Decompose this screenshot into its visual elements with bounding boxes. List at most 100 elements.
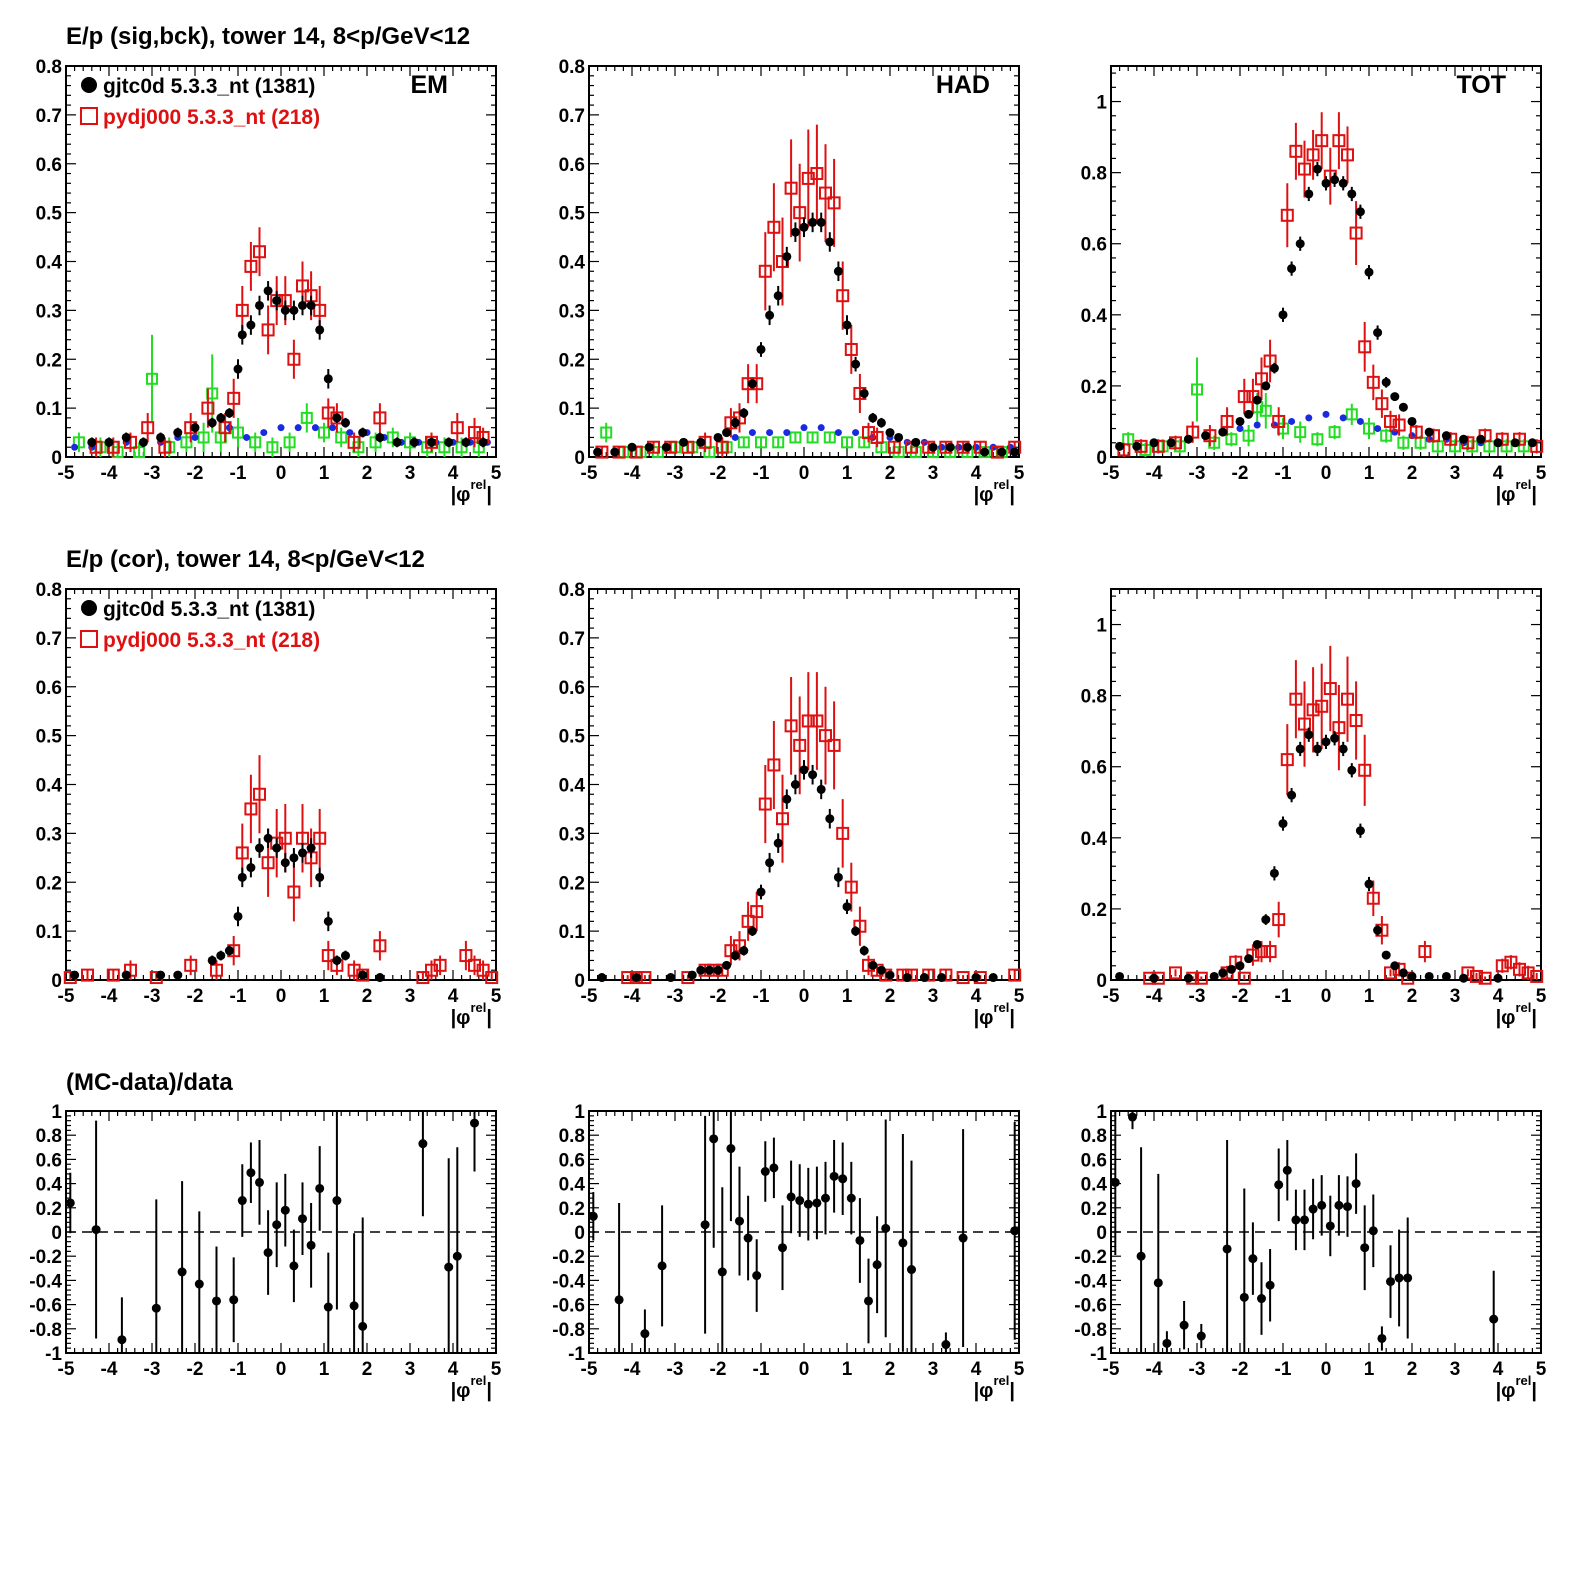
- data-point: [1328, 426, 1341, 439]
- panel-1-2: -5 -4 -3 -2 -1 0 1 2 3 4 5 0 0.2 0.4 0.6 0.8 1 |φrel|: [1081, 588, 1547, 1029]
- data-point: [1272, 414, 1286, 428]
- data-point: [1510, 438, 1520, 448]
- data-point: [1153, 1278, 1163, 1288]
- legend-data-marker: [81, 77, 97, 93]
- data-point: [229, 1295, 239, 1305]
- data-point: [311, 424, 319, 432]
- data-point: [1347, 765, 1357, 775]
- data-point: [1209, 971, 1219, 981]
- y-tick-label: 1: [51, 1102, 62, 1123]
- data-point: [1315, 134, 1329, 148]
- data-point: [803, 1199, 813, 1209]
- data-point: [335, 431, 348, 444]
- y-tick-label: 0.2: [36, 1199, 62, 1220]
- x-tick-label: 2: [362, 463, 373, 484]
- data-point: [1298, 162, 1311, 176]
- data-point: [158, 440, 172, 454]
- data-point: [1280, 208, 1294, 222]
- data-point: [1334, 1200, 1344, 1210]
- x-tick-label: 5: [1014, 463, 1025, 484]
- data-point: [106, 968, 120, 982]
- y-tick-label: 0.4: [36, 1175, 63, 1196]
- data-point: [1289, 144, 1303, 158]
- data-point: [747, 379, 757, 389]
- data-point: [260, 429, 268, 437]
- y-tick-label: 0.8: [36, 580, 62, 601]
- data-point: [855, 1235, 865, 1245]
- x-tick-label: -1: [1275, 463, 1292, 484]
- data-point: [313, 831, 327, 845]
- data-point: [1476, 434, 1486, 444]
- data-point: [1149, 973, 1159, 983]
- data-point: [156, 970, 166, 980]
- data-point: [872, 1260, 882, 1270]
- x-tick-label: 5: [1014, 986, 1025, 1007]
- data-point: [1239, 1292, 1249, 1302]
- panel-label-em: EM: [411, 71, 449, 99]
- x-tick-label: 2: [362, 1359, 373, 1380]
- data-point: [851, 359, 861, 369]
- data-point: [971, 973, 981, 983]
- data-point: [1269, 363, 1279, 373]
- data-point: [1341, 148, 1354, 162]
- data-point: [588, 1211, 598, 1221]
- y-tick-label: 0.6: [559, 678, 585, 699]
- data-point: [841, 436, 853, 449]
- data-point: [1294, 426, 1307, 439]
- x-tick-label: 5: [1536, 986, 1547, 1007]
- data-point: [1358, 340, 1372, 354]
- x-tick-label: 0: [276, 463, 287, 484]
- panel-2-2: -5 -4 -3 -2 -1 0 1 2 3 4 5 -1 -0.8 -0.6 -0.4 -0.2 0 0.2 0.…: [1074, 1102, 1546, 1402]
- data-point: [1424, 427, 1434, 437]
- legend-data-label: gjtc0d 5.3.3_nt (1381): [103, 598, 315, 621]
- data-point: [450, 421, 464, 435]
- data-point: [1236, 425, 1244, 433]
- x-tick-label: 1: [842, 463, 853, 484]
- data-point: [767, 220, 781, 234]
- y-tick-label: 0.4: [559, 776, 586, 797]
- y-tick-label: -0.8: [552, 1320, 585, 1341]
- y-tick-label: 0.4: [559, 1175, 586, 1196]
- y-tick-label: 0.2: [36, 350, 62, 371]
- x-axis-label: |φrel|: [974, 1373, 1015, 1402]
- data-point: [739, 408, 749, 418]
- data-point: [177, 1267, 187, 1277]
- data-point: [1010, 1226, 1020, 1236]
- x-axis-label: |φrel|: [451, 1373, 492, 1402]
- data-point: [907, 1265, 916, 1275]
- data-point: [1424, 971, 1434, 981]
- data-point: [227, 391, 241, 405]
- data-point: [1218, 427, 1228, 437]
- y-tick-label: 0.5: [559, 204, 586, 225]
- data-point: [829, 1171, 839, 1181]
- data-point: [358, 428, 368, 438]
- data-point: [773, 838, 783, 848]
- data-point: [478, 437, 488, 447]
- y-tick-label: 0.2: [559, 873, 585, 894]
- data-point: [91, 1225, 101, 1235]
- y-tick-label: 0.6: [36, 678, 62, 699]
- y-tick-label: 1: [1096, 616, 1107, 637]
- x-tick-label: -3: [667, 986, 684, 1007]
- x-tick-label: -1: [1275, 986, 1292, 1007]
- x-tick-label: -5: [58, 986, 75, 1007]
- data-point: [776, 812, 789, 826]
- y-tick-label: 0.2: [1081, 900, 1107, 921]
- x-tick-label: -5: [581, 1359, 598, 1380]
- legend-data-label: gjtc0d 5.3.3_nt (1381): [103, 75, 315, 98]
- y-tick-label: -0.2: [29, 1247, 62, 1268]
- x-tick-label: 4: [971, 463, 982, 484]
- series-0: [597, 760, 998, 983]
- series-0: [593, 212, 1020, 457]
- x-tick-label: -5: [58, 463, 75, 484]
- data-point: [816, 784, 826, 794]
- data-point: [1248, 1254, 1258, 1264]
- data-point: [1338, 178, 1348, 188]
- data-point: [773, 291, 783, 301]
- data-point: [294, 424, 302, 432]
- data-point: [808, 770, 818, 780]
- data-point: [784, 719, 798, 733]
- y-tick-label: 0.2: [559, 350, 585, 371]
- x-tick-label: 1: [842, 1359, 853, 1380]
- data-point: [277, 424, 285, 432]
